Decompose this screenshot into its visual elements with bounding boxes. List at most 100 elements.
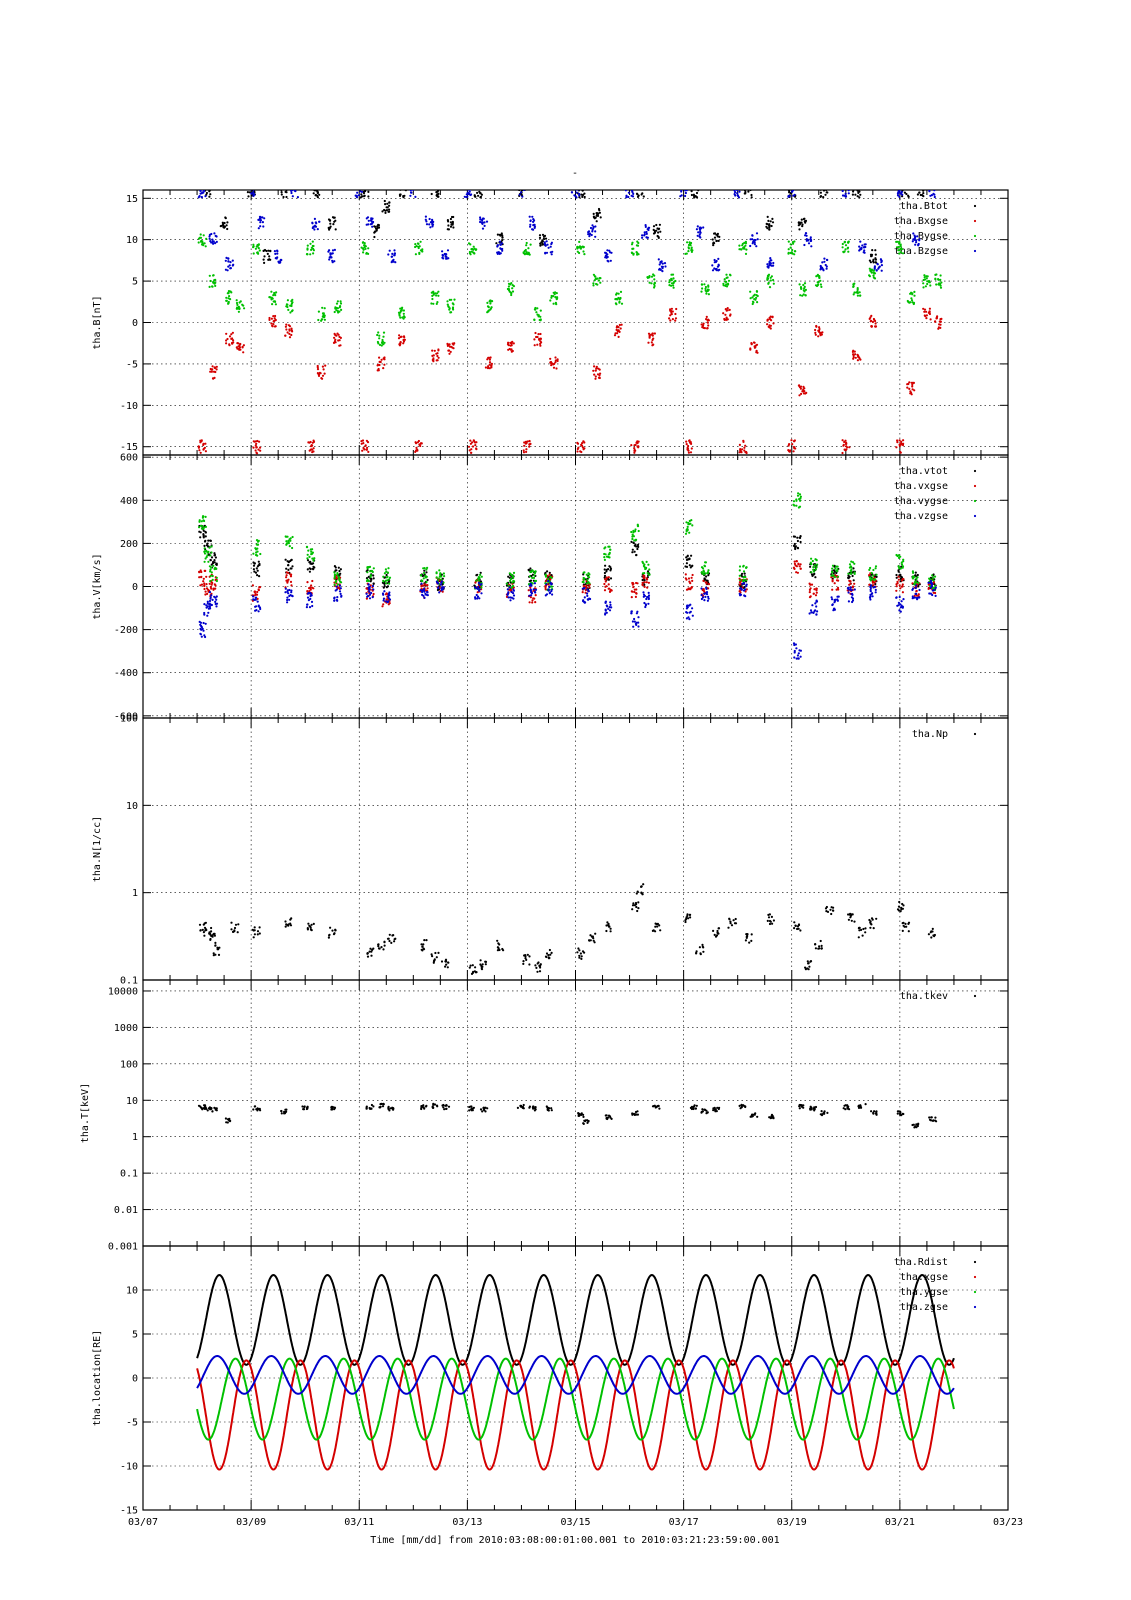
point-bxgse	[316, 364, 319, 368]
point-bzgse	[424, 218, 427, 221]
point-vtot	[609, 577, 613, 580]
point-vygse	[383, 572, 386, 575]
point-bxgse	[383, 363, 386, 366]
point-vygse	[480, 575, 483, 578]
point-btot	[746, 187, 748, 189]
point-bxgse	[403, 336, 406, 339]
point-vtot	[213, 553, 217, 557]
point-bzgse	[296, 196, 299, 199]
point-bzgse	[875, 269, 878, 272]
point-bzgse	[411, 185, 413, 187]
point-bzgse	[441, 256, 444, 259]
point-btot	[475, 185, 477, 187]
point-vzgse	[534, 591, 537, 594]
point-bygse	[335, 302, 339, 305]
point-vygse	[424, 574, 427, 577]
point-vygse	[528, 575, 532, 578]
point-vzgse	[506, 593, 509, 597]
point-bzgse	[846, 190, 848, 191]
point-bxgse	[725, 318, 728, 321]
point-bxgse	[910, 393, 913, 396]
point-vygse	[388, 576, 392, 579]
point-bzgse	[248, 183, 250, 185]
point-bzgse	[793, 193, 796, 196]
point-bygse	[526, 253, 530, 256]
point-bzgse	[250, 187, 252, 189]
point-bygse	[819, 279, 822, 282]
y-tick-label: 10	[126, 801, 138, 812]
point-btot	[226, 227, 229, 231]
point-vygse	[202, 519, 205, 522]
point-bygse	[336, 300, 339, 303]
point-bygse	[201, 241, 204, 245]
point-vzgse	[438, 591, 441, 594]
point-btot	[917, 187, 919, 189]
point-vxgse	[851, 585, 855, 588]
point-vzgse	[836, 599, 840, 602]
point-bxgse	[722, 312, 725, 315]
point-btot	[871, 249, 874, 252]
point-bxgse	[447, 349, 451, 352]
point-vtot	[290, 558, 293, 562]
point-bygse	[364, 247, 367, 250]
point-vxgse	[873, 581, 876, 584]
point-bxgse	[766, 323, 769, 326]
point-bzgse	[933, 190, 936, 192]
point-btot	[206, 186, 208, 188]
point-bzgse	[250, 187, 252, 189]
point-btot	[711, 238, 714, 241]
point-np	[475, 971, 478, 974]
point-btot	[859, 193, 862, 196]
point-btot	[749, 190, 752, 192]
point-bxgse	[509, 348, 513, 351]
point-vygse	[370, 569, 373, 573]
point-vygse	[204, 525, 207, 529]
point-vzgse	[288, 598, 291, 601]
point-vygse	[631, 537, 634, 541]
point-bxgse	[529, 442, 532, 445]
point-vygse	[336, 572, 339, 575]
point-bygse	[214, 284, 217, 287]
point-bzgse	[523, 183, 525, 185]
point-bzgse	[696, 225, 699, 228]
point-vzgse	[632, 625, 635, 628]
point-vxgse	[868, 574, 871, 577]
point-bygse	[935, 273, 938, 276]
point-vxgse	[209, 585, 212, 589]
point-bxgse	[744, 444, 747, 447]
point-bzgse	[259, 221, 262, 224]
point-bxgse	[576, 450, 579, 453]
point-vygse	[198, 526, 201, 529]
point-bygse	[273, 292, 276, 295]
point-bygse	[446, 303, 449, 306]
point-btot	[690, 190, 692, 191]
point-btot	[749, 186, 751, 188]
point-btot	[743, 190, 747, 192]
point-bzgse	[294, 186, 296, 188]
point-vygse	[306, 553, 309, 556]
point-btot	[285, 190, 288, 192]
point-np	[481, 963, 484, 966]
point-bygse	[468, 250, 471, 254]
point-np	[333, 932, 336, 935]
point-bygse	[939, 278, 942, 281]
point-vxgse	[204, 569, 207, 573]
point-vzgse	[847, 586, 850, 589]
point-btot	[282, 195, 285, 199]
point-vxgse	[310, 584, 313, 587]
point-bygse	[818, 275, 821, 278]
point-vzgse	[286, 590, 289, 593]
point-vygse	[480, 586, 483, 589]
point-bzgse	[519, 191, 523, 194]
point-bzgse	[394, 261, 397, 264]
point-vygse	[534, 570, 537, 573]
point-bygse	[791, 241, 795, 244]
point-bygse	[381, 338, 384, 342]
point-btot	[316, 191, 319, 194]
point-bxgse	[651, 332, 654, 335]
point-bzgse	[734, 194, 737, 197]
point-bzgse	[702, 226, 705, 229]
point-bzgse	[625, 196, 628, 199]
point-bygse	[311, 244, 314, 248]
point-vtot	[253, 570, 256, 573]
